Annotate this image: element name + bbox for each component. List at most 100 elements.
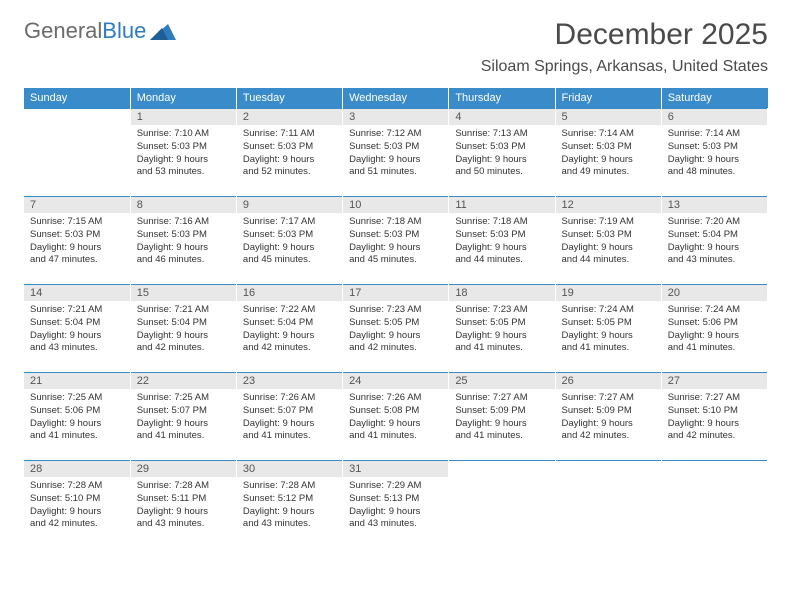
calendar-cell	[555, 461, 661, 549]
day-number: 4	[449, 109, 554, 125]
calendar-cell: 10Sunrise: 7:18 AMSunset: 5:03 PMDayligh…	[343, 197, 449, 285]
calendar-cell: 22Sunrise: 7:25 AMSunset: 5:07 PMDayligh…	[130, 373, 236, 461]
day-number	[24, 109, 130, 125]
day-detail: Sunrise: 7:25 AMSunset: 5:06 PMDaylight:…	[24, 389, 130, 447]
day-number	[556, 461, 661, 477]
day-number: 21	[24, 373, 130, 389]
day-number: 8	[131, 197, 236, 213]
day-detail: Sunrise: 7:14 AMSunset: 5:03 PMDaylight:…	[662, 125, 767, 183]
location-text: Siloam Springs, Arkansas, United States	[481, 58, 768, 76]
day-number: 27	[662, 373, 767, 389]
month-title: December 2025	[481, 18, 768, 52]
day-detail: Sunrise: 7:19 AMSunset: 5:03 PMDaylight:…	[556, 213, 661, 271]
calendar-cell	[449, 461, 555, 549]
calendar-table: SundayMondayTuesdayWednesdayThursdayFrid…	[24, 88, 768, 549]
calendar-week: 7Sunrise: 7:15 AMSunset: 5:03 PMDaylight…	[24, 197, 768, 285]
calendar-week: 21Sunrise: 7:25 AMSunset: 5:06 PMDayligh…	[24, 373, 768, 461]
day-number: 28	[24, 461, 130, 477]
day-number: 25	[449, 373, 554, 389]
day-number: 1	[131, 109, 236, 125]
calendar-cell: 29Sunrise: 7:28 AMSunset: 5:11 PMDayligh…	[130, 461, 236, 549]
calendar-cell	[661, 461, 767, 549]
logo-text-blue: Blue	[102, 18, 146, 44]
day-number: 10	[343, 197, 448, 213]
calendar-cell: 25Sunrise: 7:27 AMSunset: 5:09 PMDayligh…	[449, 373, 555, 461]
day-number: 9	[237, 197, 342, 213]
day-number: 22	[131, 373, 236, 389]
day-header: Thursday	[449, 88, 555, 109]
day-detail: Sunrise: 7:26 AMSunset: 5:08 PMDaylight:…	[343, 389, 448, 447]
day-detail: Sunrise: 7:27 AMSunset: 5:09 PMDaylight:…	[556, 389, 661, 447]
calendar-cell: 2Sunrise: 7:11 AMSunset: 5:03 PMDaylight…	[236, 109, 342, 197]
day-number: 14	[24, 285, 130, 301]
calendar-cell: 26Sunrise: 7:27 AMSunset: 5:09 PMDayligh…	[555, 373, 661, 461]
day-header: Sunday	[24, 88, 130, 109]
calendar-cell: 11Sunrise: 7:18 AMSunset: 5:03 PMDayligh…	[449, 197, 555, 285]
day-header: Friday	[555, 88, 661, 109]
day-header: Tuesday	[236, 88, 342, 109]
page-header: GeneralBlue December 2025 Siloam Springs…	[0, 0, 792, 80]
calendar-cell: 6Sunrise: 7:14 AMSunset: 5:03 PMDaylight…	[661, 109, 767, 197]
day-detail: Sunrise: 7:28 AMSunset: 5:12 PMDaylight:…	[237, 477, 342, 535]
calendar-cell: 28Sunrise: 7:28 AMSunset: 5:10 PMDayligh…	[24, 461, 130, 549]
calendar-cell: 16Sunrise: 7:22 AMSunset: 5:04 PMDayligh…	[236, 285, 342, 373]
calendar-body: 1Sunrise: 7:10 AMSunset: 5:03 PMDaylight…	[24, 109, 768, 549]
calendar-cell: 21Sunrise: 7:25 AMSunset: 5:06 PMDayligh…	[24, 373, 130, 461]
logo: GeneralBlue	[24, 18, 176, 44]
calendar-cell: 1Sunrise: 7:10 AMSunset: 5:03 PMDaylight…	[130, 109, 236, 197]
day-number: 11	[449, 197, 554, 213]
calendar-cell: 8Sunrise: 7:16 AMSunset: 5:03 PMDaylight…	[130, 197, 236, 285]
day-detail: Sunrise: 7:29 AMSunset: 5:13 PMDaylight:…	[343, 477, 448, 535]
triangle-icon	[150, 22, 176, 40]
day-number: 3	[343, 109, 448, 125]
day-detail: Sunrise: 7:14 AMSunset: 5:03 PMDaylight:…	[556, 125, 661, 183]
day-detail: Sunrise: 7:12 AMSunset: 5:03 PMDaylight:…	[343, 125, 448, 183]
day-detail: Sunrise: 7:23 AMSunset: 5:05 PMDaylight:…	[343, 301, 448, 359]
day-detail: Sunrise: 7:18 AMSunset: 5:03 PMDaylight:…	[343, 213, 448, 271]
day-number	[662, 461, 767, 477]
day-number: 30	[237, 461, 342, 477]
calendar-cell: 23Sunrise: 7:26 AMSunset: 5:07 PMDayligh…	[236, 373, 342, 461]
day-number: 24	[343, 373, 448, 389]
calendar-cell: 7Sunrise: 7:15 AMSunset: 5:03 PMDaylight…	[24, 197, 130, 285]
day-number: 17	[343, 285, 448, 301]
day-detail: Sunrise: 7:21 AMSunset: 5:04 PMDaylight:…	[131, 301, 236, 359]
day-header: Saturday	[661, 88, 767, 109]
day-detail: Sunrise: 7:18 AMSunset: 5:03 PMDaylight:…	[449, 213, 554, 271]
day-detail: Sunrise: 7:28 AMSunset: 5:10 PMDaylight:…	[24, 477, 130, 535]
calendar-cell: 14Sunrise: 7:21 AMSunset: 5:04 PMDayligh…	[24, 285, 130, 373]
calendar-cell: 12Sunrise: 7:19 AMSunset: 5:03 PMDayligh…	[555, 197, 661, 285]
calendar-week: 1Sunrise: 7:10 AMSunset: 5:03 PMDaylight…	[24, 109, 768, 197]
day-detail: Sunrise: 7:23 AMSunset: 5:05 PMDaylight:…	[449, 301, 554, 359]
day-number: 16	[237, 285, 342, 301]
day-detail: Sunrise: 7:20 AMSunset: 5:04 PMDaylight:…	[662, 213, 767, 271]
day-number: 23	[237, 373, 342, 389]
day-number: 5	[556, 109, 661, 125]
day-number: 12	[556, 197, 661, 213]
day-detail: Sunrise: 7:25 AMSunset: 5:07 PMDaylight:…	[131, 389, 236, 447]
day-number: 2	[237, 109, 342, 125]
day-detail: Sunrise: 7:24 AMSunset: 5:06 PMDaylight:…	[662, 301, 767, 359]
day-number: 18	[449, 285, 554, 301]
day-number: 29	[131, 461, 236, 477]
day-detail: Sunrise: 7:27 AMSunset: 5:09 PMDaylight:…	[449, 389, 554, 447]
day-number: 26	[556, 373, 661, 389]
day-detail: Sunrise: 7:13 AMSunset: 5:03 PMDaylight:…	[449, 125, 554, 183]
day-number: 31	[343, 461, 448, 477]
day-detail: Sunrise: 7:15 AMSunset: 5:03 PMDaylight:…	[24, 213, 130, 271]
day-detail: Sunrise: 7:27 AMSunset: 5:10 PMDaylight:…	[662, 389, 767, 447]
calendar-cell: 24Sunrise: 7:26 AMSunset: 5:08 PMDayligh…	[343, 373, 449, 461]
calendar-week: 28Sunrise: 7:28 AMSunset: 5:10 PMDayligh…	[24, 461, 768, 549]
day-number: 13	[662, 197, 767, 213]
calendar-cell: 31Sunrise: 7:29 AMSunset: 5:13 PMDayligh…	[343, 461, 449, 549]
day-detail: Sunrise: 7:21 AMSunset: 5:04 PMDaylight:…	[24, 301, 130, 359]
calendar-head: SundayMondayTuesdayWednesdayThursdayFrid…	[24, 88, 768, 109]
day-number	[449, 461, 554, 477]
calendar-cell	[24, 109, 130, 197]
day-number: 7	[24, 197, 130, 213]
day-detail: Sunrise: 7:28 AMSunset: 5:11 PMDaylight:…	[131, 477, 236, 535]
day-number: 19	[556, 285, 661, 301]
calendar-cell: 17Sunrise: 7:23 AMSunset: 5:05 PMDayligh…	[343, 285, 449, 373]
calendar-cell: 5Sunrise: 7:14 AMSunset: 5:03 PMDaylight…	[555, 109, 661, 197]
calendar-cell: 30Sunrise: 7:28 AMSunset: 5:12 PMDayligh…	[236, 461, 342, 549]
